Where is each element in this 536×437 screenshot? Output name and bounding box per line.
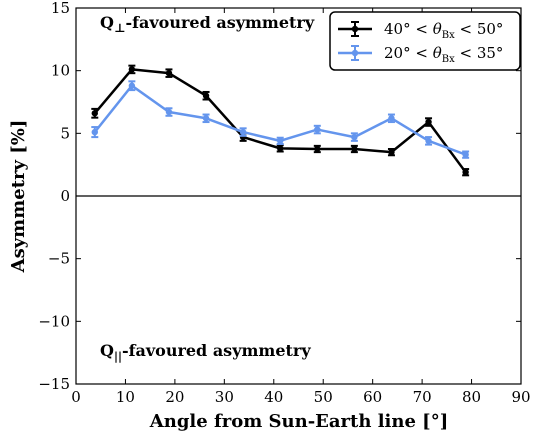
legend-box bbox=[329, 11, 521, 71]
legend-entry-1: 20° < θBx < 35° bbox=[338, 44, 503, 65]
x-tick-label: 80 bbox=[462, 388, 481, 406]
y-tick-label: 15 bbox=[51, 0, 70, 17]
annotation-parallel-favoured: Q||-favoured asymmetry bbox=[100, 341, 311, 363]
data-point bbox=[351, 145, 358, 153]
y-tick-label: 10 bbox=[51, 62, 70, 80]
series-1 bbox=[91, 80, 470, 159]
y-axis-title: Asymmetry [%] bbox=[8, 120, 29, 274]
x-tick-label: 40 bbox=[264, 388, 283, 406]
x-tick-label: 50 bbox=[314, 388, 333, 406]
legend-label: 40° < θBx < 50° bbox=[384, 20, 503, 41]
legend: 40° < θBx < 50° 20° < θBx < 35° bbox=[329, 11, 521, 71]
y-tick-label: −10 bbox=[38, 312, 70, 330]
y-tick-label: −15 bbox=[38, 375, 70, 393]
x-axis-title: Angle from Sun-Earth line [°] bbox=[149, 411, 448, 432]
data-point bbox=[128, 82, 136, 89]
legend-label: 20° < θBx < 35° bbox=[384, 44, 503, 65]
legend-marker bbox=[351, 25, 359, 33]
axis-ticks: 0 10 20 30 40 50 60 70 80 90 −15 −10 −5 0 5 10 15 bbox=[38, 0, 530, 406]
legend-entry-0: 40° < θBx < 50° bbox=[338, 20, 503, 41]
data-point bbox=[388, 148, 395, 156]
data-point bbox=[165, 69, 173, 77]
x-tick-label: 20 bbox=[165, 388, 184, 406]
legend-entries: 40° < θBx < 50° 20° < θBx < 35° bbox=[338, 20, 503, 65]
data-point bbox=[388, 115, 395, 122]
x-tick-label: 90 bbox=[511, 388, 530, 406]
data-point bbox=[239, 128, 247, 136]
data-point bbox=[425, 137, 432, 145]
series-0 bbox=[91, 64, 470, 177]
data-point bbox=[277, 137, 284, 145]
series-line bbox=[93, 68, 467, 173]
data-point bbox=[91, 110, 98, 117]
data-point bbox=[425, 118, 432, 126]
data-point bbox=[314, 145, 321, 153]
y-tick-label: 5 bbox=[60, 124, 70, 142]
series-layer bbox=[91, 64, 470, 177]
data-point bbox=[462, 168, 469, 176]
data-point bbox=[277, 145, 284, 152]
y-tick-label: 0 bbox=[60, 187, 70, 205]
data-point bbox=[462, 151, 469, 158]
data-point bbox=[351, 133, 358, 141]
x-tick-label: 0 bbox=[71, 388, 81, 406]
y-tick-label: −5 bbox=[48, 250, 70, 268]
data-point bbox=[91, 128, 98, 136]
annotation-perp-favoured: Q⊥-favoured asymmetry bbox=[100, 13, 315, 35]
legend-marker bbox=[351, 49, 359, 57]
data-point bbox=[165, 108, 173, 116]
data-point bbox=[128, 66, 136, 73]
x-tick-label: 70 bbox=[413, 388, 432, 406]
data-point bbox=[202, 92, 210, 99]
x-tick-label: 10 bbox=[116, 388, 135, 406]
x-tick-label: 30 bbox=[215, 388, 234, 406]
x-tick-label: 60 bbox=[363, 388, 382, 406]
data-point bbox=[202, 115, 210, 122]
data-point bbox=[314, 126, 321, 133]
